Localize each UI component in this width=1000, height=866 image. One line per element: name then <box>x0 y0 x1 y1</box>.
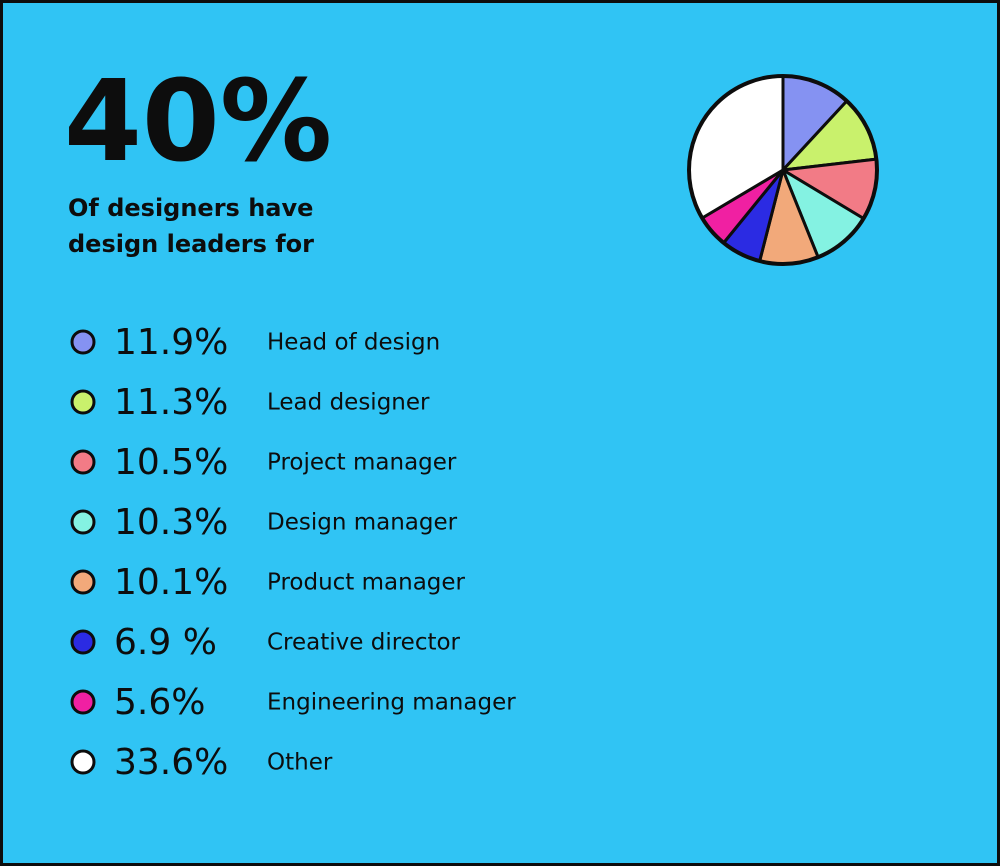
legend-swatch <box>70 509 96 535</box>
legend-label: Product manager <box>267 570 466 596</box>
legend-label: Lead designer <box>267 390 430 416</box>
legend-label: Project manager <box>267 450 457 476</box>
legend-label: Design manager <box>267 510 458 536</box>
value-label: 10.5% <box>114 442 228 483</box>
pie-outline <box>687 74 879 266</box>
value-label: 11.3% <box>114 382 228 423</box>
legend-label: Head of design <box>267 330 440 356</box>
legend-swatch <box>70 629 96 655</box>
legend-label: Engineering manager <box>267 690 516 716</box>
legend-swatch <box>70 389 96 415</box>
value-label: 11.9% <box>114 322 228 363</box>
legend-label: Creative director <box>267 630 461 656</box>
legend-swatch <box>70 329 96 355</box>
legend-swatch <box>70 449 96 475</box>
value-label: 10.3% <box>114 502 228 543</box>
subtitle-box: Of designers have design leaders for man… <box>68 194 314 270</box>
legend-swatch <box>70 569 96 595</box>
legend-swatch <box>70 749 96 775</box>
value-label: 33.6% <box>114 742 228 783</box>
legend-label: Other <box>267 750 333 776</box>
chart-title: 40% <box>64 57 332 187</box>
legend-swatch <box>70 689 96 715</box>
value-label: 10.1% <box>114 562 228 603</box>
chart-subtitle: Of designers have design leaders for man… <box>68 194 314 270</box>
value-label: 5.6% <box>114 682 205 723</box>
value-label: 6.9 % <box>114 622 217 663</box>
